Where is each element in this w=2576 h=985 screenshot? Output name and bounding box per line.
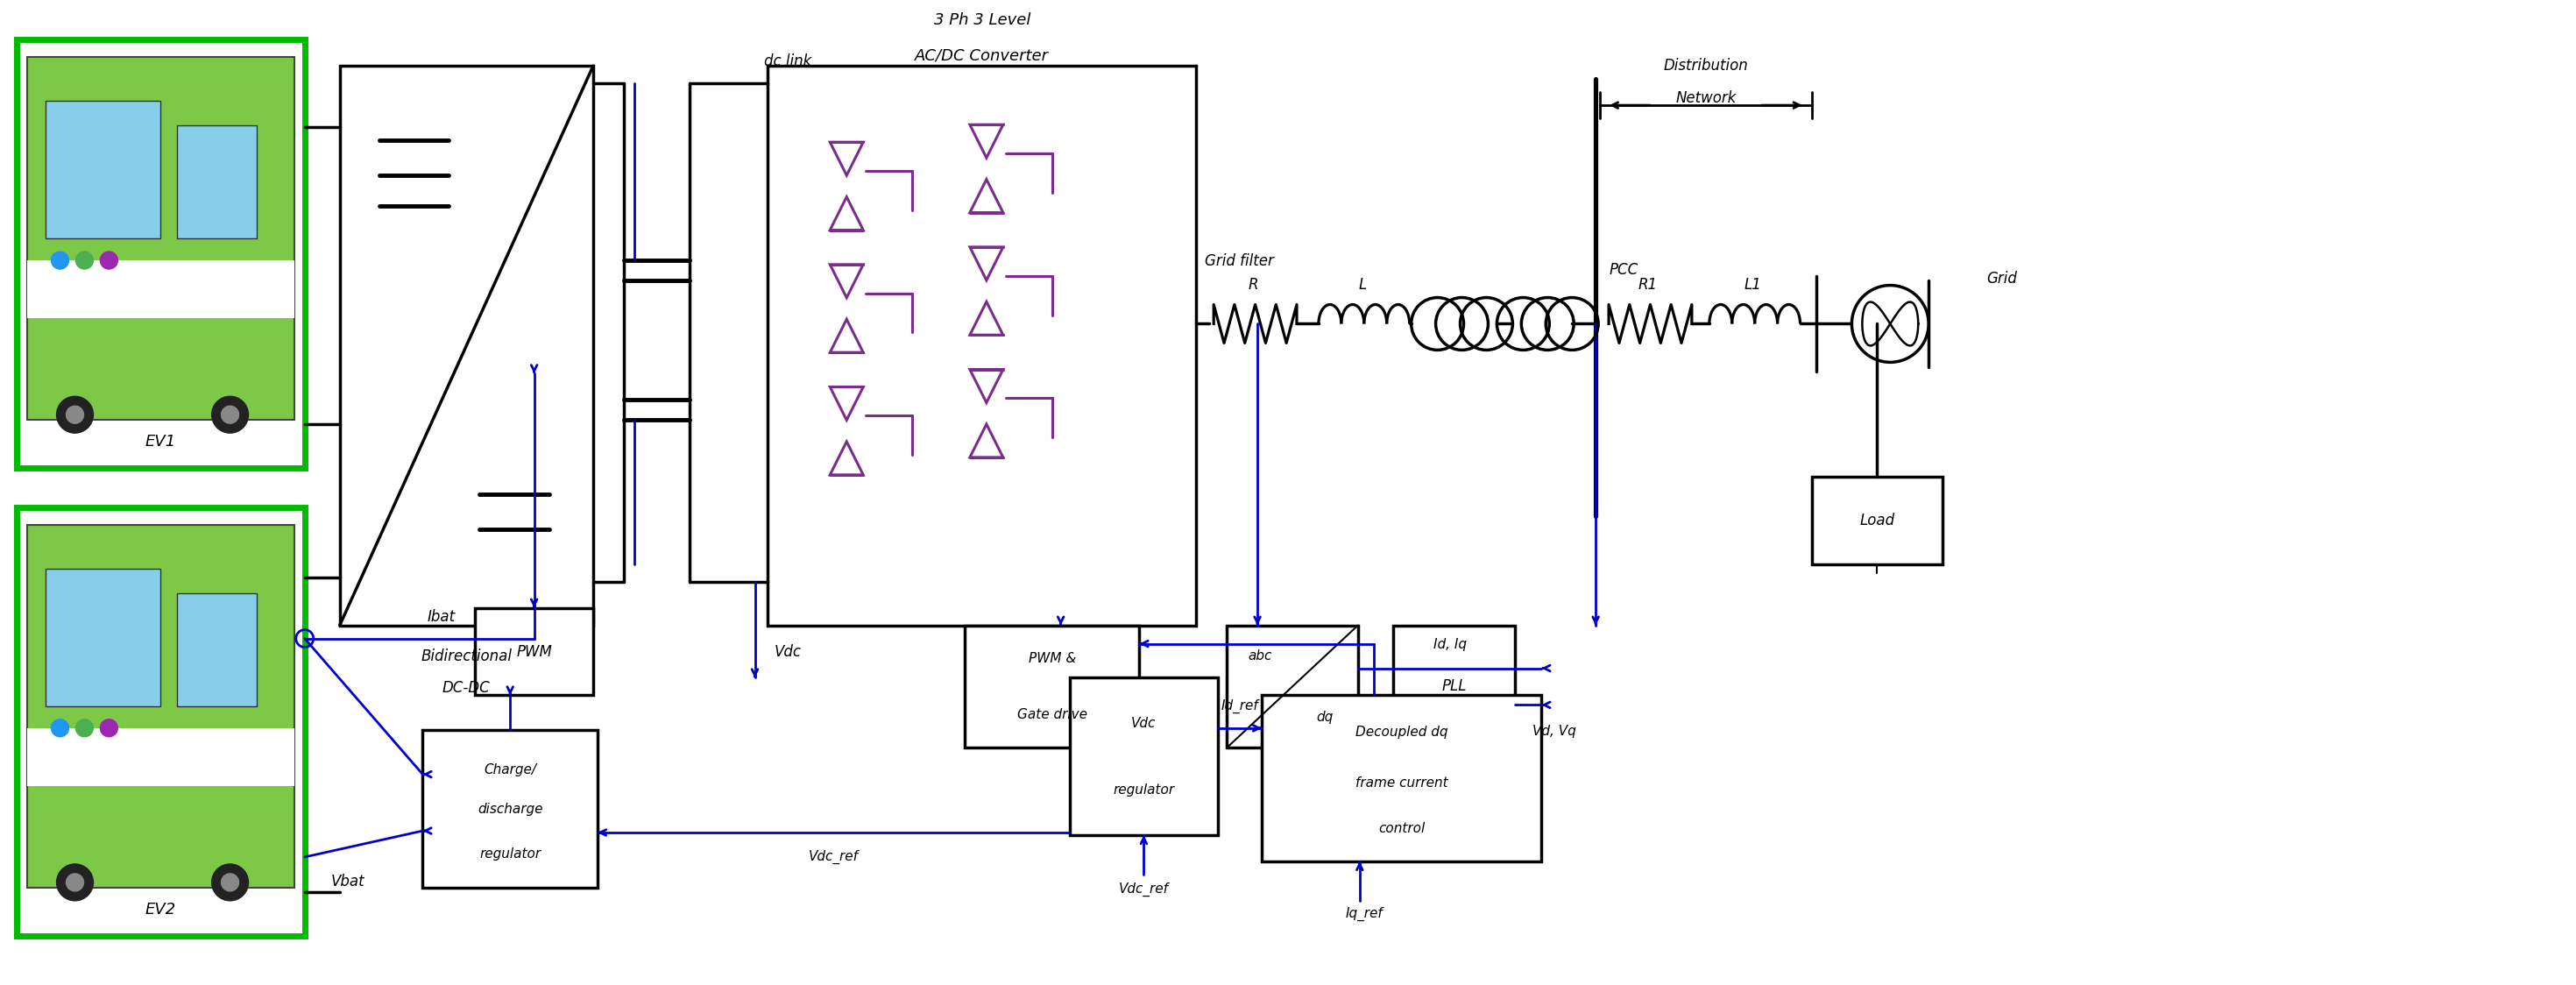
Bar: [26, 728, 294, 786]
Text: Decoupled dq: Decoupled dq: [1355, 725, 1448, 739]
Text: PWM: PWM: [515, 644, 551, 660]
Bar: [474, 608, 592, 695]
Text: R1: R1: [1638, 277, 1659, 293]
Circle shape: [57, 864, 93, 900]
Bar: [46, 568, 160, 706]
Bar: [1226, 625, 1358, 748]
Bar: [1811, 477, 1942, 564]
Circle shape: [67, 874, 82, 891]
Text: AC/DC Converter: AC/DC Converter: [914, 47, 1048, 63]
Text: Vbat: Vbat: [330, 874, 366, 889]
Circle shape: [211, 396, 247, 433]
Text: Network: Network: [1674, 91, 1736, 106]
Text: Grid: Grid: [1986, 271, 2017, 287]
Circle shape: [211, 864, 247, 900]
Text: frame current: frame current: [1355, 776, 1448, 789]
Bar: [15, 507, 304, 936]
Text: discharge: discharge: [477, 803, 544, 816]
Bar: [963, 625, 1139, 748]
Text: Vdc: Vdc: [1131, 717, 1157, 730]
Text: Vd, Vq: Vd, Vq: [1533, 725, 1577, 738]
Bar: [768, 66, 1195, 625]
Text: DC-DC: DC-DC: [443, 681, 489, 696]
Circle shape: [57, 396, 93, 433]
Text: dc link: dc link: [765, 53, 811, 69]
Text: Distribution: Distribution: [1664, 58, 1749, 74]
Text: Id_ref: Id_ref: [1221, 699, 1260, 713]
Bar: [1262, 695, 1540, 862]
Text: Iq_ref: Iq_ref: [1345, 907, 1383, 921]
Text: Grid filter: Grid filter: [1206, 253, 1275, 269]
Text: PWM &: PWM &: [1028, 652, 1077, 665]
Text: L1: L1: [1744, 277, 1762, 293]
Bar: [340, 66, 592, 625]
Text: Bidirectional: Bidirectional: [420, 648, 513, 664]
Bar: [1394, 625, 1515, 748]
Text: Id, Iq: Id, Iq: [1432, 638, 1466, 651]
Text: R: R: [1247, 277, 1257, 293]
Text: Vdc_ref: Vdc_ref: [809, 850, 858, 864]
Text: Gate drive: Gate drive: [1018, 708, 1087, 721]
Text: regulator: regulator: [1113, 783, 1175, 796]
Bar: [1069, 678, 1218, 835]
Bar: [26, 57, 294, 420]
Text: Ibat: Ibat: [428, 609, 456, 624]
Text: Vdc_ref: Vdc_ref: [1118, 883, 1170, 896]
Bar: [46, 100, 160, 238]
Bar: [422, 730, 598, 887]
Circle shape: [52, 719, 70, 737]
Circle shape: [75, 719, 93, 737]
Text: Charge/: Charge/: [484, 763, 536, 776]
Bar: [15, 39, 304, 468]
Circle shape: [100, 719, 118, 737]
Text: Load: Load: [1860, 512, 1896, 528]
Circle shape: [52, 251, 70, 269]
Bar: [26, 525, 294, 887]
Text: abc: abc: [1247, 649, 1273, 663]
Text: dq: dq: [1316, 710, 1334, 724]
Circle shape: [67, 406, 82, 424]
Bar: [178, 125, 258, 238]
Text: EV2: EV2: [144, 901, 175, 917]
Circle shape: [75, 251, 93, 269]
Bar: [178, 593, 258, 706]
Text: L: L: [1358, 277, 1365, 293]
Text: EV1: EV1: [144, 434, 175, 450]
Text: Vdc: Vdc: [773, 644, 801, 660]
Circle shape: [222, 406, 240, 424]
Text: control: control: [1378, 821, 1425, 834]
Circle shape: [222, 874, 240, 891]
Text: PLL: PLL: [1443, 679, 1466, 694]
Circle shape: [100, 251, 118, 269]
Text: 3 Ph 3 Level: 3 Ph 3 Level: [933, 13, 1030, 29]
Text: regulator: regulator: [479, 848, 541, 861]
Bar: [26, 260, 294, 318]
Text: PCC: PCC: [1610, 262, 1638, 278]
